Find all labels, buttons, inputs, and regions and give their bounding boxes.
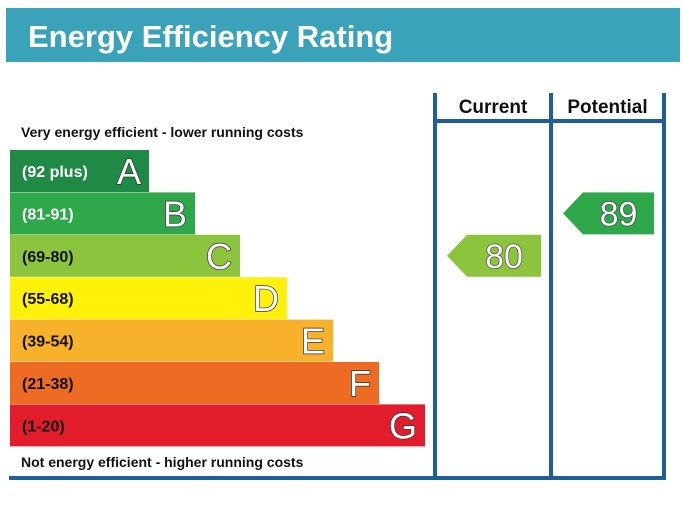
band-letter-b: B	[163, 193, 187, 234]
band-range-f: (21-38)	[22, 376, 74, 393]
band-letter-g: G	[389, 405, 417, 446]
bottom-note: Not energy efficient - higher running co…	[21, 454, 304, 470]
band-letter-a: A	[117, 151, 141, 192]
band-letter-f: F	[349, 363, 371, 404]
band-bar-e	[10, 319, 333, 362]
band-bar-f	[10, 362, 379, 404]
band-range-a: (92 plus)	[22, 164, 88, 181]
rating-value-potential: 89	[600, 195, 638, 233]
band-letter-d: D	[253, 278, 279, 319]
band-range-c: (69-80)	[22, 249, 74, 266]
band-range-b: (81-91)	[22, 206, 74, 223]
band-bar-d	[10, 277, 287, 320]
arrow-current	[447, 234, 541, 277]
column-header-current: Current	[459, 97, 528, 118]
band-bar-c	[10, 234, 240, 277]
column-header-potential: Potential	[567, 97, 647, 118]
top-note: Very energy efficient - lower running co…	[21, 124, 304, 140]
band-letter-c: C	[206, 236, 232, 277]
band-bar-b	[10, 192, 195, 235]
band-range-g: (1-20)	[22, 418, 65, 435]
page-title: Energy Efficiency Rating	[28, 19, 394, 54]
band-range-d: (55-68)	[22, 291, 74, 308]
band-range-e: (39-54)	[22, 334, 74, 351]
band-bar-a	[10, 150, 149, 192]
title-bar: Energy Efficiency Rating	[6, 8, 680, 62]
arrow-potential	[563, 192, 654, 235]
rating-value-current: 80	[485, 238, 523, 276]
band-bar-g	[10, 404, 425, 447]
band-letter-e: E	[301, 321, 325, 362]
